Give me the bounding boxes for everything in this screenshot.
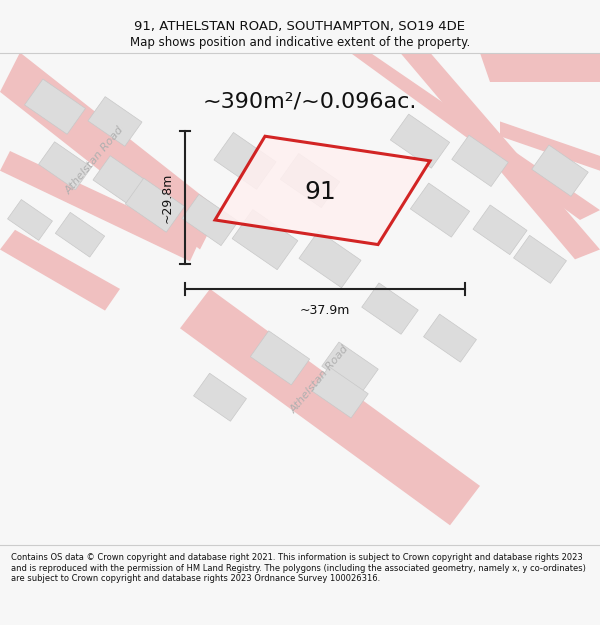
Text: Athelstan Road: Athelstan Road — [289, 344, 351, 415]
Polygon shape — [410, 183, 470, 237]
Polygon shape — [38, 142, 91, 190]
Text: ~29.8m: ~29.8m — [161, 173, 173, 223]
Text: 91: 91 — [304, 181, 336, 204]
Polygon shape — [194, 373, 247, 421]
Polygon shape — [452, 135, 508, 186]
Text: ~390m²/~0.096ac.: ~390m²/~0.096ac. — [203, 92, 417, 112]
Polygon shape — [500, 121, 600, 171]
Polygon shape — [480, 52, 600, 82]
Polygon shape — [214, 132, 276, 189]
Polygon shape — [0, 230, 120, 311]
Polygon shape — [180, 289, 480, 525]
Polygon shape — [532, 145, 588, 196]
Text: Contains OS data © Crown copyright and database right 2021. This information is : Contains OS data © Crown copyright and d… — [11, 553, 586, 583]
Polygon shape — [93, 156, 147, 206]
Text: ~37.9m: ~37.9m — [300, 304, 350, 317]
Polygon shape — [322, 342, 378, 393]
Polygon shape — [391, 114, 449, 168]
Polygon shape — [55, 213, 104, 257]
Polygon shape — [232, 209, 298, 270]
Polygon shape — [299, 231, 361, 288]
Polygon shape — [280, 154, 340, 208]
Text: Map shows position and indicative extent of the property.: Map shows position and indicative extent… — [130, 36, 470, 49]
Polygon shape — [88, 97, 142, 146]
Polygon shape — [424, 314, 476, 362]
Polygon shape — [25, 79, 85, 134]
Polygon shape — [350, 52, 600, 220]
Polygon shape — [473, 205, 527, 254]
Polygon shape — [250, 331, 310, 385]
Polygon shape — [215, 136, 430, 244]
Polygon shape — [0, 151, 200, 261]
Polygon shape — [312, 367, 368, 418]
Polygon shape — [8, 199, 52, 241]
Polygon shape — [0, 52, 220, 249]
Polygon shape — [362, 283, 418, 334]
Polygon shape — [400, 52, 600, 259]
Polygon shape — [125, 178, 185, 232]
Polygon shape — [182, 194, 238, 246]
Text: 91, ATHELSTAN ROAD, SOUTHAMPTON, SO19 4DE: 91, ATHELSTAN ROAD, SOUTHAMPTON, SO19 4D… — [134, 21, 466, 33]
Polygon shape — [514, 236, 566, 283]
Text: Athelstan Road: Athelstan Road — [64, 125, 126, 197]
